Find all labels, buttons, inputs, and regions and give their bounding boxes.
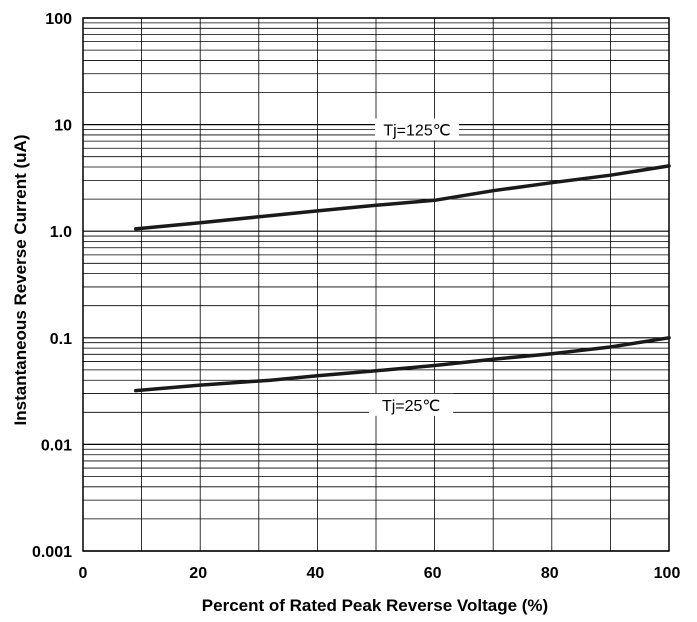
x-tick-label: 40 (307, 565, 325, 582)
plot-border (82, 17, 670, 552)
series-layer (133, 164, 671, 393)
x-tick-label: 0 (79, 565, 88, 582)
y-axis-title: Instantaneous Reverse Current (uA) (11, 135, 30, 426)
y-tick-label: 100 (45, 11, 72, 28)
x-tick-label: 100 (654, 565, 681, 582)
series-label: Tj=125℃ (383, 122, 450, 139)
series-line (133, 336, 671, 393)
plot-frame (82, 17, 670, 552)
y-tick-label: 0.1 (50, 331, 72, 348)
x-tick-label: 60 (424, 565, 442, 582)
x-tick-label: 80 (541, 565, 559, 582)
tick-labels: 0.001 0.01 0.1 1.0 10 100 0 20 40 60 80 100 (32, 11, 680, 582)
series-line (133, 164, 671, 231)
x-axis-title: Percent of Rated Peak Reverse Voltage (%… (202, 596, 548, 615)
x-tick-label: 20 (189, 565, 207, 582)
minor-grid (83, 18, 669, 551)
y-tick-label: 0.01 (41, 437, 72, 454)
y-tick-label: 10 (54, 118, 72, 135)
annotation-layer: Tj=125℃ Tj=25℃ (369, 118, 460, 416)
series-label: Tj=25℃ (382, 398, 440, 415)
series-label-background (369, 393, 454, 416)
y-tick-label: 0.001 (32, 544, 72, 561)
y-tick-label: 1.0 (50, 224, 72, 241)
series-label-background (375, 118, 460, 141)
